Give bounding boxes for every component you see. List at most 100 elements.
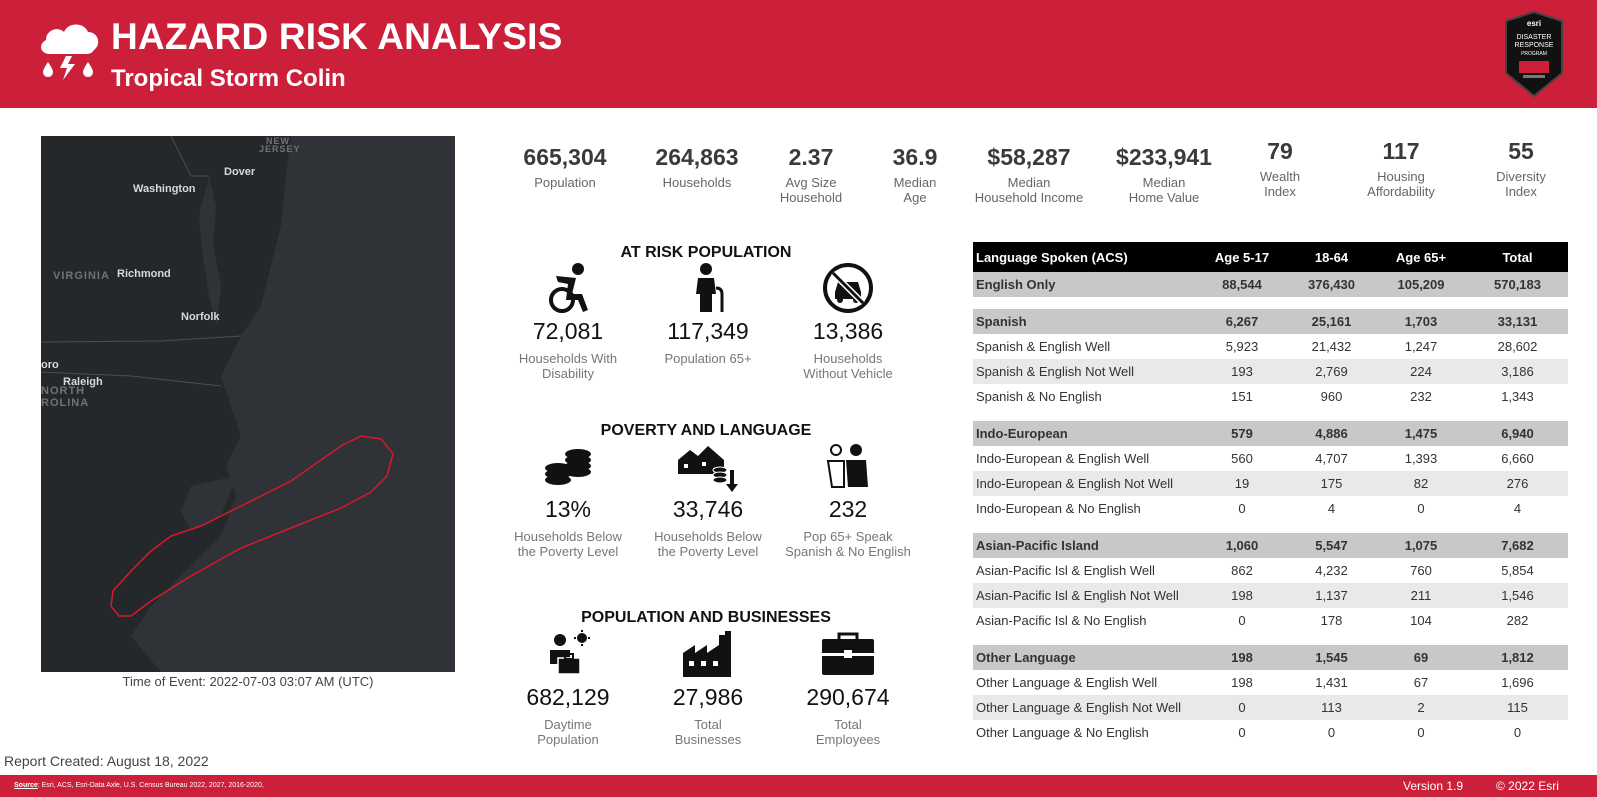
stat-label: Median [893,175,937,190]
metric-population-65plus: 117,349 Population 65+ [638,262,778,366]
table-cell: 178 [1320,613,1343,628]
table-cell: 960 [1320,389,1343,404]
table-cell: Indo-European & English Well [976,451,1150,466]
source-note: Source: Esri, ACS, Esri-Data Axle, U.S. … [14,782,264,789]
source-text: : Esri, ACS, Esri-Data Axle, U.S. Census… [37,782,264,789]
table-cell: 6,267 [1225,314,1259,329]
map-label-richmond: Richmond [117,268,171,280]
header-cell: Age 5-17 [1214,249,1270,265]
table-cell: 560 [1231,451,1253,466]
table-group-row: Other Language 198 1,545 69 1,812 [973,645,1568,670]
table-cell: 151 [1231,389,1253,404]
storm-map[interactable]: NEW JERSEY Dover Washington VIRGINIA Ric… [41,136,455,672]
metric-label: Households With [518,351,618,366]
stat-value: 79 [1267,138,1293,164]
metric-poverty-percent: 13% Households Below the Poverty Level [498,440,638,559]
table-cell: 0 [1238,725,1246,740]
stat-label-2: Affordability [1367,184,1435,199]
page-subtitle: Tropical Storm Colin [111,65,346,92]
table-cell: 1,247 [1404,339,1438,354]
table-cell: 570,183 [1494,277,1541,292]
metric-pop65-spanish-no-english: 232 Pop 65+ Speak Spanish & No English [778,440,918,559]
metric-label-2: Without Vehicle [803,366,893,381]
table-cell: 5,854 [1501,563,1534,578]
table-row: Spanish & No English 151 960 232 1,343 [973,384,1568,409]
table-cell: 0 [1238,613,1246,628]
table-cell: 1,431 [1315,675,1348,690]
table-row: Indo-European & English Well 560 4,707 1… [973,446,1568,471]
metric-label: Total [694,717,722,732]
at-risk-title: AT RISK POPULATION [620,244,792,261]
page-title: HAZARD RISK ANALYSIS [111,16,563,57]
table-cell: Spanish & English Not Well [976,364,1135,379]
header-cell: 18-64 [1314,249,1349,265]
metric-value: 682,129 [526,684,610,710]
poverty-title: POVERTY AND LANGUAGE [600,422,812,439]
map-label-jersey: JERSEY [259,144,301,154]
table-cell: 7,682 [1501,538,1534,553]
table-cell: 1,703 [1404,314,1438,329]
table-cell: Other Language [976,650,1076,665]
no-vehicle-icon [823,263,873,313]
table-cell: 82 [1413,476,1429,491]
table-cell: 1,137 [1315,588,1348,603]
metric-value: 117,349 [667,318,749,344]
metric-label-2: Businesses [674,732,742,747]
table-cell: 1,393 [1404,451,1438,466]
table-cell: 862 [1231,563,1253,578]
stat-housing-affordability: 117 Housing Affordability [1341,138,1461,199]
stat-label: Median [1007,175,1051,190]
map-label-boro: oro [41,359,59,371]
stat-value: $58,287 [987,144,1071,170]
metric-total-businesses: 27,986 Total Businesses [638,628,778,747]
metric-label-2: Employees [815,732,881,747]
table-cell: 2 [1417,700,1425,715]
table-cell: Asian-Pacific Island [976,538,1099,553]
report-created-date: Report Created: August 18, 2022 [4,753,209,769]
badge-brand: esri [1527,19,1541,28]
storm-path-outline[interactable] [110,435,394,617]
table-cell: 1,545 [1315,650,1348,665]
footer-bar: Source: Esri, ACS, Esri-Data Axle, U.S. … [0,775,1597,797]
source-label[interactable]: Source [14,782,38,789]
stat-value: 117 [1382,138,1420,164]
table-cell: Asian-Pacific Isl & English Well [976,563,1155,578]
stat-label-2: Age [903,190,927,205]
table-cell: 1,060 [1225,538,1259,553]
storm-cloud-icon [41,24,99,80]
stat-label-2: Home Value [1128,190,1200,205]
stat-label-2: Household [779,190,843,205]
metric-value: 232 [828,496,868,522]
copyright-label: © 2022 Esri [1496,779,1559,793]
metric-value: 13% [544,496,592,522]
metric-daytime-population: 682,129 Daytime Population [498,628,638,747]
table-cell: 28,602 [1497,339,1538,354]
businesses-title: POPULATION AND BUSINESSES [581,609,831,626]
table-cell: 5,547 [1315,538,1348,553]
table-cell: Indo-European & English Not Well [976,476,1174,491]
table-cell: 5,923 [1225,339,1259,354]
metric-value: 72,081 [532,318,604,344]
metric-label: Households Below [654,529,762,544]
factory-icon [683,631,731,677]
stat-wealth-index: 79 Wealth Index [1240,138,1320,199]
table-cell: 579 [1231,426,1253,441]
table-row: Other Language & English Not Well 0 113 … [973,695,1568,720]
table-cell: 2,769 [1315,364,1348,379]
map-label-washington: Washington [133,183,196,195]
stat-households: 264,863 Households [637,144,757,190]
metric-label-2: Population [537,732,599,747]
metric-label: Daytime [544,717,592,732]
badge-line-1: DISASTER [1516,34,1551,41]
stat-label-2: Household Income [974,190,1084,205]
metric-households-no-vehicle: 13,386 Households Without Vehicle [778,262,918,381]
briefcase-icon [822,632,874,675]
esri-disaster-response-badge: esri DISASTER RESPONSE PROGRAM [1505,11,1563,97]
metric-label: Pop 65+ Speak [803,529,893,544]
table-cell: Other Language & English Well [976,675,1158,690]
table-row: Spanish & English Not Well 193 2,769 224… [973,359,1568,384]
table-cell: 3,186 [1501,364,1534,379]
map-label-raleigh: Raleigh [63,376,103,388]
table-cell: Other Language & English Not Well [976,700,1181,715]
table-row: Other Language & English Well 198 1,431 … [973,670,1568,695]
